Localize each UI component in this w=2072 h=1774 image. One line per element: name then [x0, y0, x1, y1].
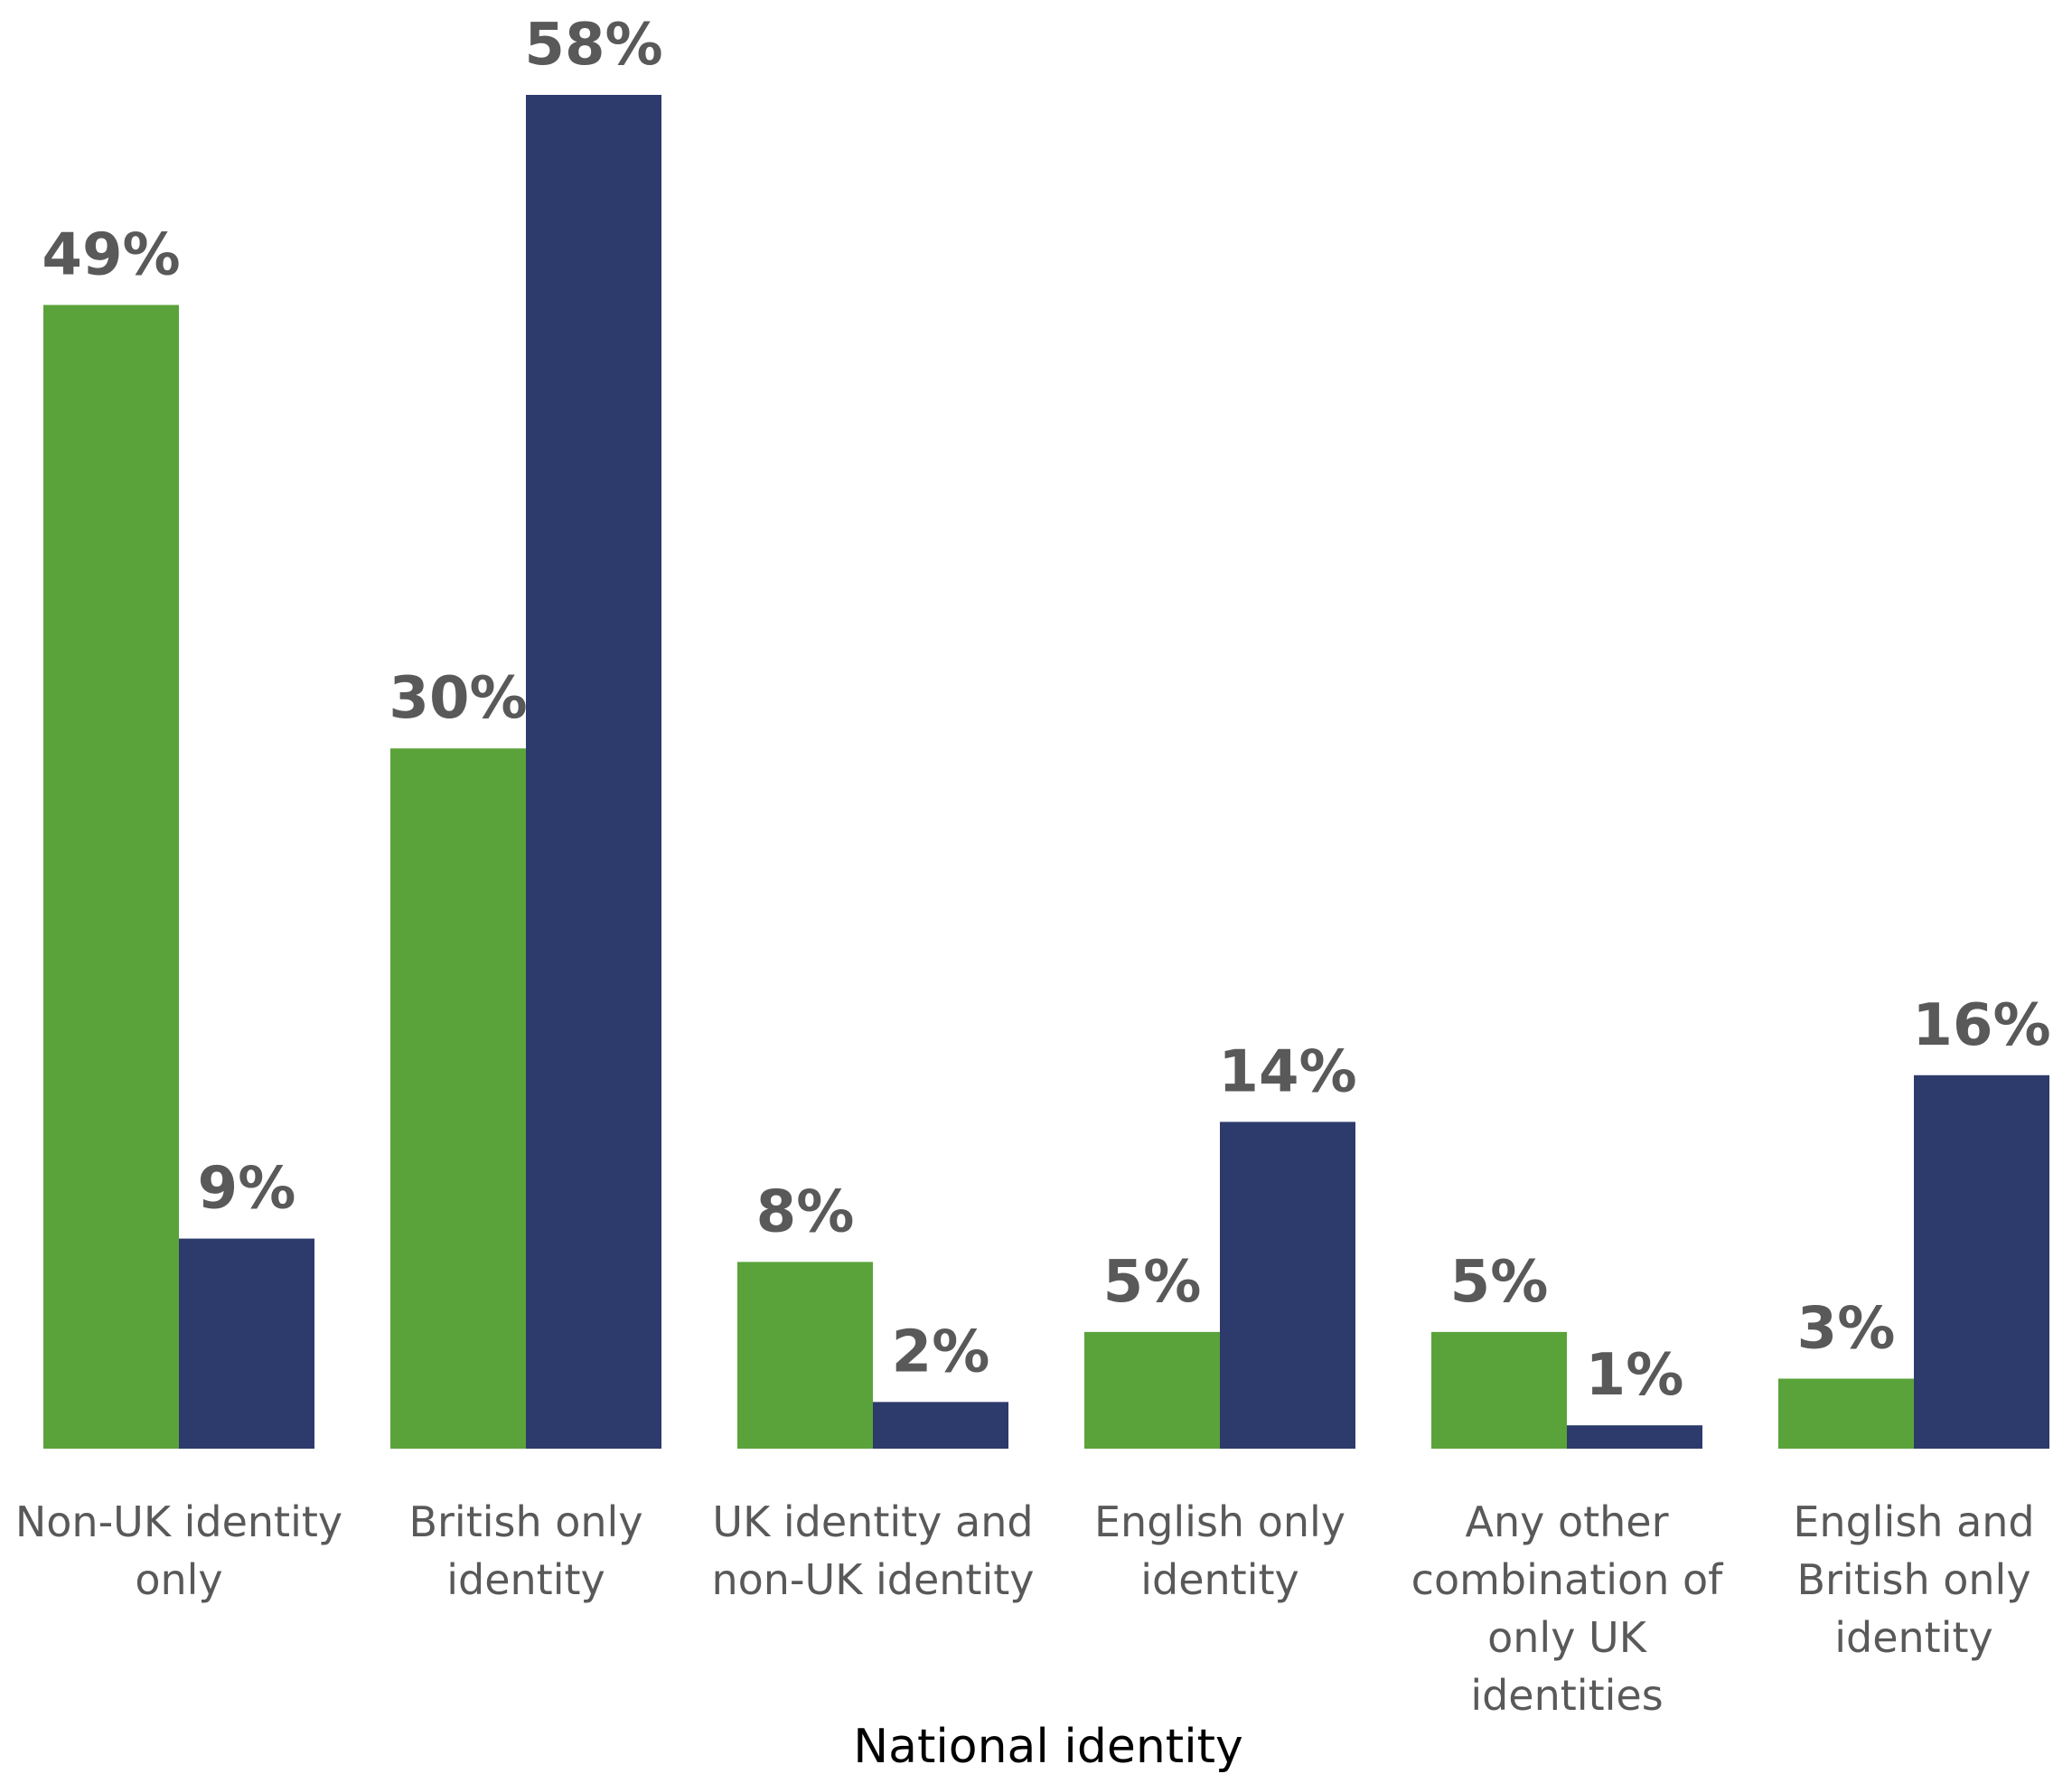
category-label-cat5-line1: Any other — [1465, 1497, 1668, 1546]
category-label-cat3-line1: UK identity and — [712, 1497, 1033, 1546]
category-label-cat1-line1: Non-UK identity — [15, 1497, 342, 1546]
category-label-cat5-line2: combination of — [1411, 1555, 1724, 1604]
category-label-cat1-line2: only — [135, 1555, 222, 1604]
bar-series1-cat6 — [1778, 1378, 1914, 1449]
value-label-series2-cat5: 1% — [1586, 1342, 1684, 1409]
value-label-series2-cat4: 14% — [1218, 1038, 1356, 1105]
value-label-series1-cat5: 5% — [1450, 1249, 1549, 1316]
bar-series1-cat3 — [737, 1262, 873, 1449]
category-label-cat4-line2: identity — [1140, 1555, 1299, 1604]
bar-series2-cat2 — [526, 95, 661, 1449]
bars-layer — [43, 95, 2049, 1450]
value-label-series1-cat1: 49% — [42, 221, 180, 288]
category-label-cat2-line2: identity — [446, 1555, 605, 1604]
x-axis-title: National identity — [853, 1720, 1243, 1774]
bar-series2-cat4 — [1220, 1122, 1355, 1449]
value-label-series1-cat6: 3% — [1797, 1296, 1896, 1363]
category-label-cat5-line3: only UK — [1487, 1613, 1648, 1662]
value-label-series2-cat1: 9% — [198, 1156, 296, 1223]
value-label-series2-cat3: 2% — [892, 1319, 990, 1385]
category-label-cat6-line1: English and — [1793, 1497, 2034, 1546]
category-label-cat6-line3: identity — [1834, 1613, 1993, 1662]
category-label-cat5-line4: identities — [1470, 1671, 1663, 1720]
bar-series1-cat2 — [390, 748, 526, 1449]
category-labels-layer: Non-UK identity only British only identity U… — [15, 1497, 2035, 1720]
value-label-series2-cat6: 16% — [1912, 992, 2050, 1059]
value-label-series2-cat2: 58% — [524, 12, 662, 79]
bar-series1-cat1 — [43, 305, 179, 1450]
category-label-cat4-line1: English only — [1094, 1497, 1345, 1546]
bar-series2-cat3 — [873, 1402, 1008, 1449]
category-label-cat3-line2: non-UK identity — [711, 1555, 1034, 1604]
bar-series1-cat4 — [1084, 1331, 1220, 1449]
value-label-series1-cat2: 30% — [389, 665, 527, 732]
category-label-cat6-line2: British only — [1796, 1555, 2030, 1604]
bar-series2-cat1 — [179, 1238, 314, 1449]
value-label-series1-cat3: 8% — [756, 1178, 855, 1245]
value-labels-layer: 49% 9% 30% 58% 8% 2% 5% 14% 5% 1% 3% 16% — [42, 12, 2050, 1409]
value-label-series1-cat4: 5% — [1103, 1249, 1202, 1316]
bar-series1-cat5 — [1431, 1331, 1567, 1449]
category-label-cat2-line1: British only — [408, 1497, 642, 1546]
bar-series2-cat5 — [1567, 1425, 1702, 1449]
bar-series2-cat6 — [1914, 1075, 2049, 1449]
